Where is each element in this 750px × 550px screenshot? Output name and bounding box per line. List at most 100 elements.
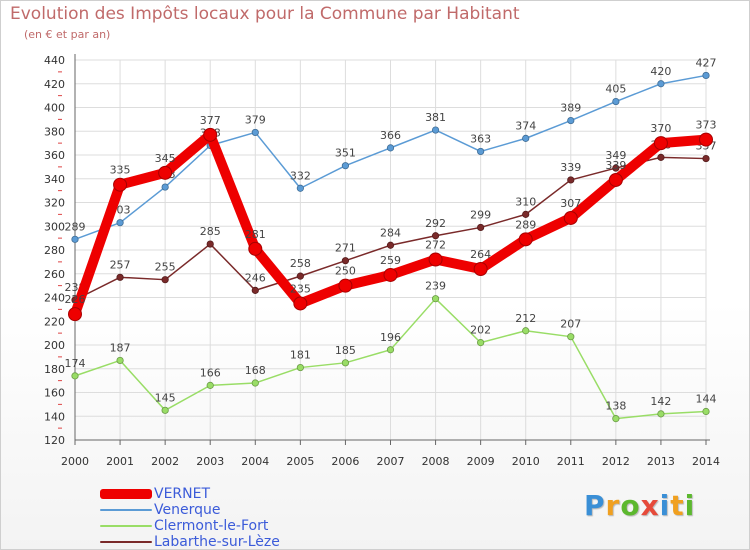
data-label-labarthe-sur-leze: 339 [560,161,581,174]
x-tick-label: 2000 [61,455,89,468]
y-tick-label: 200 [44,339,65,352]
data-point-venerque [116,219,124,227]
y-tick-label: 280 [44,244,65,257]
legend-label: Clermont-le-Fort [154,518,269,534]
data-label-clermont-le-fort: 187 [110,341,131,354]
data-point-labarthe-sur-leze [251,286,259,294]
data-label-clermont-le-fort: 174 [65,357,86,370]
legend-item-labarthe-sur-leze[interactable]: Labarthe-sur-Lèze [100,534,280,550]
grid-lines [74,59,707,441]
data-label-venerque: 363 [470,132,491,145]
y-tick-label: 240 [44,292,65,305]
data-point-labarthe-sur-leze [431,232,440,240]
data-label-vernet: 235 [290,282,311,295]
y-tick-label: 140 [44,410,65,423]
y-tick-label: 260 [44,268,65,281]
data-label-vernet: 307 [560,197,581,210]
data-label-clermont-le-fort: 142 [650,395,671,408]
data-label-vernet: 377 [200,114,221,127]
data-label-vernet: 259 [380,254,401,267]
x-tick-label: 2008 [422,455,450,468]
legend-swatch [100,489,152,499]
proxiti-logo: Proxiti [584,489,695,522]
logo-letter: t [670,489,685,522]
data-point-clermont-le-fort [657,410,665,418]
data-label-clermont-le-fort: 196 [380,331,401,344]
data-label-clermont-le-fort: 239 [425,280,446,293]
data-point-labarthe-sur-leze [341,257,350,265]
data-point-venerque [567,116,575,125]
data-label-venerque: 381 [425,111,446,124]
logo-letter: o [620,489,641,522]
legend-swatch [100,541,152,543]
data-point-vernet [473,262,488,276]
x-tick-label: 2014 [692,455,720,468]
logo-letter: i [684,489,696,522]
data-point-labarthe-sur-leze [567,176,575,184]
data-point-clermont-le-fort [206,381,214,389]
data-label-labarthe-sur-leze: 258 [290,257,311,270]
data-point-clermont-le-fort [702,407,710,416]
data-point-vernet [699,132,713,147]
legend-swatch [100,509,152,511]
y-tick-label: 320 [44,197,65,210]
data-point-vernet [248,241,263,256]
data-label-labarthe-sur-leze: 271 [335,242,356,255]
data-label-clermont-le-fort: 185 [335,344,356,357]
chart-title: Evolution des Impôts locaux pour la Comm… [10,4,520,24]
data-label-labarthe-sur-leze: 310 [515,195,536,208]
data-label-venerque: 379 [245,113,266,126]
x-tick-label: 2001 [106,455,134,468]
data-point-clermont-le-fort [341,359,350,367]
legend-item-clermont-le-fort[interactable]: Clermont-le-Fort [100,518,280,534]
data-point-vernet [428,252,443,267]
data-label-vernet: 226 [65,293,86,306]
axes: 120 140 160 180 200 220 240 260 280 300 320 340 360 3… [44,54,720,468]
data-label-vernet: 370 [650,122,671,135]
data-label-clermont-le-fort: 212 [515,312,536,325]
legend-item-venerque[interactable]: Venerque [100,502,280,518]
logo-letter: i [659,489,671,522]
data-label-venerque: 289 [65,220,86,233]
data-point-vernet [293,296,308,311]
data-point-vernet [518,232,533,247]
data-point-venerque [296,184,304,192]
data-label-venerque: 420 [650,65,671,78]
x-tick-label: 2004 [241,455,269,468]
x-tick-label: 2002 [151,455,179,468]
data-point-labarthe-sur-leze [702,154,710,163]
y-tick-label: 340 [44,173,65,186]
data-label-vernet: 250 [335,265,356,278]
series-group: 2893033333683793323513663813633743894054… [65,56,717,423]
data-point-labarthe-sur-leze [477,223,485,232]
data-label-labarthe-sur-leze: 246 [245,271,266,284]
y-tick-label: 440 [44,54,65,67]
legend-swatch [100,525,152,527]
data-label-venerque: 351 [335,147,356,160]
x-tick-label: 2005 [286,455,314,468]
data-point-vernet [338,278,353,293]
data-point-venerque [161,183,169,191]
data-point-vernet [608,172,623,187]
data-point-vernet [158,165,173,180]
data-label-vernet: 272 [425,239,446,252]
data-point-venerque [477,147,485,156]
data-label-vernet: 373 [696,119,717,132]
data-point-venerque [431,126,440,134]
data-point-vernet [68,307,82,322]
data-point-clermont-le-fort [116,356,124,365]
data-point-venerque [341,162,350,170]
legend-item-vernet[interactable]: VERNET [100,486,280,502]
y-tick-label: 120 [44,434,65,447]
data-point-labarthe-sur-leze [612,164,620,172]
data-label-venerque: 332 [290,169,311,182]
data-label-labarthe-sur-leze: 299 [470,208,491,221]
chart-subtitle: (en € et par an) [24,28,111,41]
data-point-labarthe-sur-leze [161,276,169,284]
data-point-clermont-le-fort [386,346,395,354]
data-point-venerque [251,128,259,137]
data-point-labarthe-sur-leze [296,272,304,280]
data-point-clermont-le-fort [251,379,259,387]
x-tick-label: 2007 [377,455,405,468]
data-label-venerque: 389 [560,102,581,115]
